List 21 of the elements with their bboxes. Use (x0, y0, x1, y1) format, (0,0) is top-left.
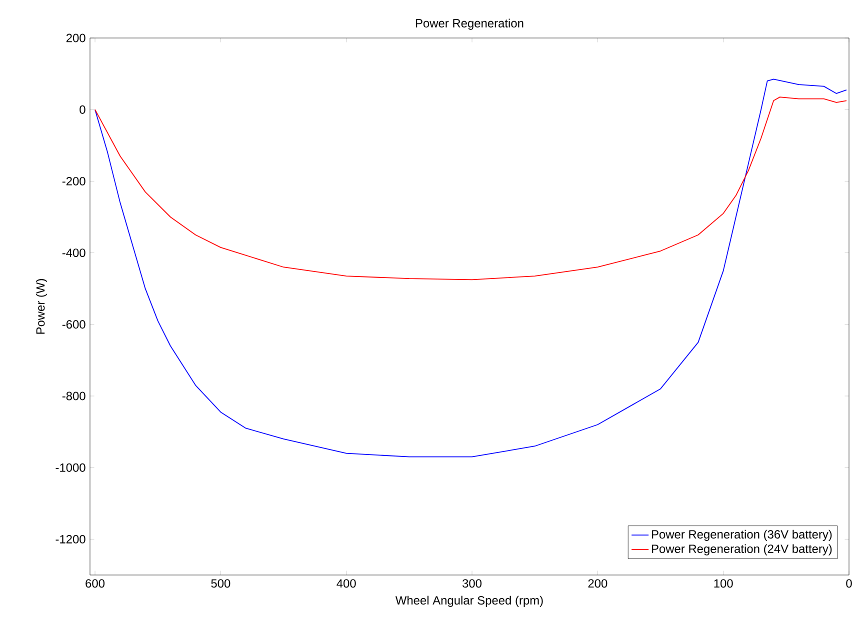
x-tick-label: 300 (462, 579, 482, 588)
x-tick-label: 200 (588, 579, 608, 588)
x-tick-label: 0 (846, 579, 852, 588)
x-tick-label: 500 (211, 579, 230, 588)
x-tick-label: 100 (714, 579, 733, 588)
y-tick-label: -400 (62, 248, 86, 258)
line-series (94, 96, 847, 280)
chart-title: Power Regeneration (416, 18, 524, 30)
y-tick-label: 0 (80, 105, 86, 114)
y-tick-label: -200 (62, 176, 86, 186)
legend-label: Power Regeneration (36V battery) (652, 530, 832, 541)
y-tick-label: -600 (62, 320, 86, 329)
x-axis-title: Wheel Angular Speed (rpm) (395, 596, 543, 607)
y-tick-label: -1000 (56, 463, 86, 472)
x-tick-label: 400 (336, 579, 356, 588)
y-tick-label: 200 (66, 34, 86, 42)
y-tick-label: -800 (62, 392, 86, 400)
x-tick-label: 600 (86, 579, 105, 588)
y-axis-title: Power (W) (36, 279, 48, 334)
legend-label: Power Regeneration (24V battery) (652, 544, 832, 556)
y-tick-label: -1200 (56, 534, 86, 544)
